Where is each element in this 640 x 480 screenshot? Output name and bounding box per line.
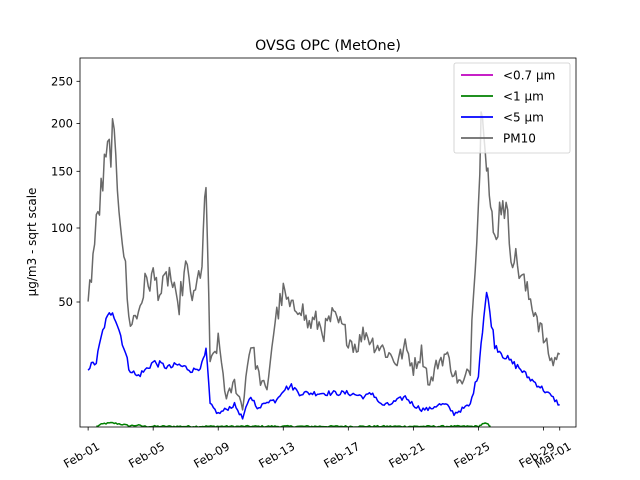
- legend-entries: <0.7 µm <1 µm <5 µm PM10: [461, 69, 555, 146]
- legend-frame: [453, 62, 571, 154]
- series-line-2: [87, 291, 560, 420]
- x-tick-label: Feb-21: [386, 439, 427, 471]
- x-tick-label: Feb-01: [61, 439, 102, 471]
- y-tick-label: 150: [51, 164, 73, 178]
- series-layer: [87, 111, 561, 427]
- y-axis-ticks: 50 100 150 200 250: [51, 74, 80, 309]
- legend-label: <5 µm: [503, 111, 544, 125]
- legend: <0.7 µm <1 µm <5 µm PM10: [453, 62, 571, 154]
- y-tick-label: 200: [51, 116, 73, 130]
- y-tick-label: 250: [51, 74, 73, 88]
- chart-title: OVSG OPC (MetOne): [255, 38, 401, 54]
- x-tick-label: Feb-09: [191, 439, 232, 471]
- series-line-1: [96, 421, 491, 427]
- y-tick-label: 50: [58, 295, 73, 309]
- legend-label: <1 µm: [503, 90, 544, 104]
- x-tick-label: Feb-13: [256, 439, 297, 471]
- y-tick-label: 100: [51, 221, 73, 235]
- legend-label: <0.7 µm: [503, 69, 555, 83]
- x-tick-label: Feb-17: [321, 439, 362, 471]
- x-axis-ticks: Feb-01 Feb-05 Feb-09 Feb-13 Feb-17 Feb-21 Feb-…: [61, 427, 574, 471]
- x-tick-label: Feb-25: [451, 439, 492, 471]
- legend-label: PM10: [503, 132, 536, 146]
- plot-frame: [79, 57, 577, 428]
- y-axis-label: µg/m3 - sqrt scale: [25, 188, 39, 297]
- x-tick-label: Feb-05: [126, 439, 167, 471]
